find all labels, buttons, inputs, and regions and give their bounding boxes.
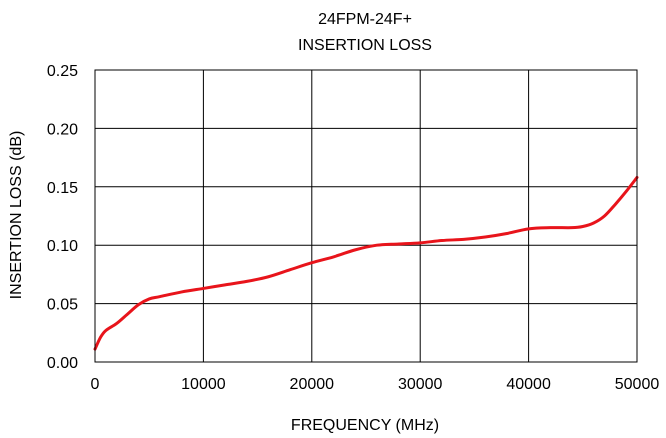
grid	[94, 69, 638, 363]
x-tick-label: 50000	[615, 376, 660, 393]
x-tick-label: 40000	[506, 376, 551, 393]
chart-title-line-1: 24FPM-24F+	[318, 11, 412, 28]
plot-frame	[94, 69, 638, 363]
y-tick-label: 0.10	[47, 238, 78, 255]
y-tick-label: 0.15	[47, 180, 78, 197]
x-tick-label: 30000	[398, 376, 443, 393]
y-axis-ticks: 0.00 0.05 0.10 0.15 0.20 0.25	[47, 63, 78, 372]
y-axis-label: INSERTION LOSS (dB)	[8, 131, 25, 300]
y-tick-label: 0.25	[47, 63, 78, 80]
x-axis-label: FREQUENCY (MHz)	[291, 417, 439, 434]
y-tick-label: 0.00	[47, 355, 78, 372]
y-tick-label: 0.20	[47, 121, 78, 138]
x-tick-label: 0	[91, 376, 100, 393]
insertion-loss-line	[93, 175, 639, 351]
chart-title-line-2: INSERTION LOSS	[298, 37, 432, 54]
x-tick-label: 20000	[290, 376, 335, 393]
series-layer	[93, 175, 639, 351]
x-axis-ticks: 0 10000 20000 30000 40000 50000	[91, 376, 660, 393]
y-tick-label: 0.05	[47, 297, 78, 314]
x-tick-label: 10000	[181, 376, 226, 393]
